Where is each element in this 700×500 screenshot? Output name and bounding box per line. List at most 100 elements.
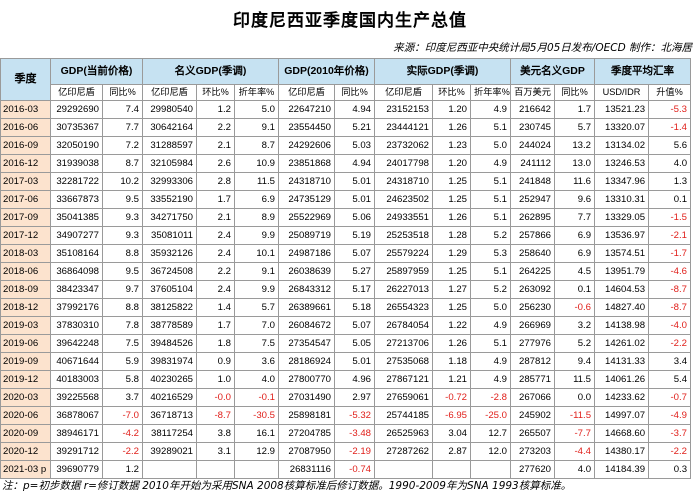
value-cell: 9.4 (554, 352, 596, 371)
value-cell: 23444121 (374, 118, 434, 137)
value-cell: 230745 (510, 118, 556, 137)
group-header: 季度平均汇率 (594, 58, 692, 85)
value-cell: 256230 (510, 298, 556, 317)
value-cell: -1.5 (648, 208, 692, 227)
value-cell: 262895 (510, 208, 556, 227)
value-cell: 37830310 (50, 316, 103, 335)
value-cell: 8.9 (234, 208, 279, 227)
sub-header: 百万美元 (510, 84, 556, 101)
quarter-cell: 2020-09 (0, 424, 51, 443)
value-cell: 5.17 (333, 280, 376, 299)
value-cell: 14061.26 (594, 370, 650, 389)
value-cell: -2.1 (648, 226, 692, 245)
value-cell: 1.20 (432, 154, 472, 173)
value-cell: 40671644 (50, 352, 103, 371)
value-cell: 5.27 (333, 262, 376, 281)
header-group-row: 季度 GDP(当前价格) 名义GDP(季调) GDP(2010年价格) 实际GD… (0, 58, 692, 101)
table-row: 2018-12 37992176 8.8 38125822 1.4 5.7 26389661… (0, 298, 692, 317)
value-cell: 9.5 (102, 190, 143, 209)
value-cell: 285771 (510, 370, 556, 389)
table-row: 2020-12 39291712 -2.2 39289021 3.1 12.9 270879… (0, 442, 692, 461)
value-cell: 24735129 (278, 190, 335, 209)
value-cell: 8.7 (102, 154, 143, 173)
value-cell: 7.2 (102, 136, 143, 155)
table-row: 2017-03 32281722 10.2 32993306 2.8 11.5 243187… (0, 172, 692, 191)
value-cell: 5.1 (470, 334, 512, 353)
value-cell: 6.9 (554, 244, 596, 263)
value-cell: 26389661 (278, 298, 335, 317)
value-cell: 23732062 (374, 136, 434, 155)
value-cell: 30642164 (142, 118, 197, 137)
value-cell: 1.25 (432, 298, 472, 317)
quarter-cell: 2020-12 (0, 442, 51, 461)
table-row: 2016-06 30735367 7.7 30642164 2.2 9.1 23554450… (0, 118, 692, 137)
value-cell: 5.7 (234, 298, 279, 317)
value-cell: 9.3 (102, 208, 143, 227)
value-cell: 32105984 (142, 154, 197, 173)
value-cell: 38117254 (142, 424, 197, 443)
value-cell: -1.4 (648, 118, 692, 137)
quarter-cell: 2017-12 (0, 226, 51, 245)
value-cell: 0.1 (648, 190, 692, 209)
value-cell: 1.25 (432, 172, 472, 191)
value-cell (196, 460, 235, 479)
table-row: 2019-12 40183003 5.8 40230265 1.0 4.0 27800770… (0, 370, 692, 389)
value-cell: 9.7 (102, 280, 143, 299)
value-cell: 24318710 (278, 172, 335, 191)
value-cell: 28186924 (278, 352, 335, 371)
value-cell: 1.25 (432, 262, 472, 281)
value-cell: 5.0 (470, 298, 512, 317)
value-cell: 5.2 (470, 280, 512, 299)
quarter-cell: 2019-06 (0, 334, 51, 353)
value-cell: 5.1 (470, 172, 512, 191)
value-cell: 2.97 (333, 388, 376, 407)
value-cell: 13329.05 (594, 208, 650, 227)
quarter-header: 季度 (0, 58, 51, 101)
value-cell (432, 460, 472, 479)
quarter-cell: 2017-03 (0, 172, 51, 191)
value-cell: 26554323 (374, 298, 434, 317)
value-cell: 6.9 (234, 190, 279, 209)
value-cell: 1.0 (196, 370, 235, 389)
value-cell: 13536.97 (594, 226, 650, 245)
value-cell: 25744185 (374, 406, 434, 425)
value-cell: 35932126 (142, 244, 197, 263)
value-cell: 4.0 (554, 460, 596, 479)
table-row: 2019-03 37830310 7.8 38778589 1.7 7.0 26084672… (0, 316, 692, 335)
quarter-cell: 2021-03 p (0, 460, 51, 479)
value-cell: 7.7 (102, 118, 143, 137)
value-cell: 10.2 (102, 172, 143, 191)
value-cell: 27867121 (374, 370, 434, 389)
value-cell: 252947 (510, 190, 556, 209)
value-cell: 4.96 (333, 370, 376, 389)
value-cell: 11.6 (554, 172, 596, 191)
table-row: 2018-03 35108164 8.8 35932126 2.4 10.1 2498718… (0, 244, 692, 263)
value-cell: 0.3 (648, 460, 692, 479)
value-cell: -5.32 (333, 406, 376, 425)
value-cell: 265507 (510, 424, 556, 443)
value-cell: 245902 (510, 406, 556, 425)
value-cell: 14997.07 (594, 406, 650, 425)
value-cell: 13347.96 (594, 172, 650, 191)
value-cell: 3.2 (554, 316, 596, 335)
sub-header: 亿印尼盾 (374, 84, 434, 101)
quarter-cell: 2019-09 (0, 352, 51, 371)
value-cell: 10.9 (234, 154, 279, 173)
value-cell: -2.8 (470, 388, 512, 407)
sub-header: 折年率% (470, 84, 512, 101)
value-cell: 13.2 (554, 136, 596, 155)
value-cell: -4.6 (648, 262, 692, 281)
value-cell: 9.9 (234, 280, 279, 299)
value-cell: 27800770 (278, 370, 335, 389)
value-cell: 12.7 (470, 424, 512, 443)
value-cell: 13310.31 (594, 190, 650, 209)
quarter-cell: 2016-09 (0, 136, 51, 155)
value-cell: 13521.23 (594, 100, 650, 119)
value-cell: 5.1 (470, 118, 512, 137)
value-cell: 27287262 (374, 442, 434, 461)
value-cell: 23554450 (278, 118, 335, 137)
footnote: 注：p=初步数据 r=修订数据 2010年开始为采用SNA 2008核算标准后修… (2, 480, 572, 492)
table-row: 2016-09 32050190 7.2 31288597 2.1 8.7 24292606… (0, 136, 692, 155)
value-cell: 11.5 (234, 172, 279, 191)
value-cell: 5.05 (333, 334, 376, 353)
